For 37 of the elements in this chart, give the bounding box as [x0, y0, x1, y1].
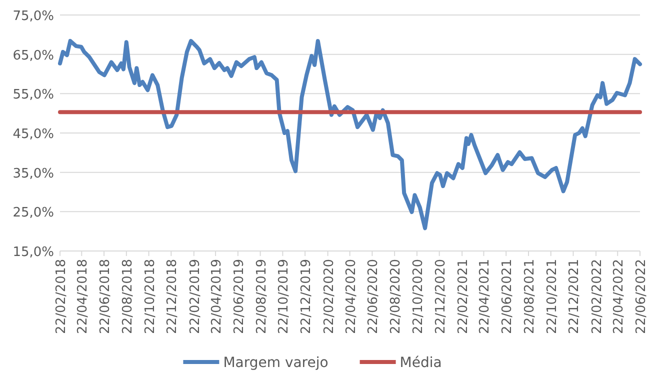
x-tick-label: 22/04/2020 — [344, 259, 359, 334]
y-tick-label: 55,0% — [12, 88, 54, 103]
x-tick-label: 22/02/2019 — [188, 259, 203, 334]
x-tick-label: 22/06/2022 — [634, 259, 649, 334]
y-tick-label: 45,0% — [12, 127, 54, 142]
y-tick-label: 35,0% — [12, 166, 54, 182]
x-tick-label: 22/12/2020 — [433, 259, 448, 334]
x-tick-label: 22/02/2018 — [54, 259, 69, 334]
x-tick-label: 22/04/2018 — [76, 259, 91, 334]
x-tick-label: 22/12/2019 — [299, 259, 314, 334]
x-tick-label: 22/02/2021 — [456, 259, 472, 334]
x-tick-label: 22/04/2022 — [612, 259, 627, 334]
y-tick-label: 65,0% — [12, 48, 54, 64]
x-tick-label: 22/10/2018 — [142, 259, 158, 334]
x-tick-label: 22/10/2020 — [410, 259, 426, 334]
x-tick-label: 22/04/2019 — [210, 259, 225, 334]
x-tick-label: 22/06/2019 — [232, 259, 247, 334]
x-tick-label: 22/06/2021 — [500, 259, 516, 334]
x-tick-label: 22/06/2018 — [98, 259, 114, 334]
x-tick-label: 22/04/2021 — [478, 259, 493, 334]
y-tick-label: 75,0% — [12, 9, 54, 24]
y-tick-label: 15,0% — [12, 245, 54, 260]
x-tick-label: 22/10/2021 — [544, 259, 560, 334]
y-tick-label: 25,0% — [12, 206, 54, 221]
x-tick-label: 22/08/2020 — [388, 259, 404, 334]
line-series — [58, 38, 642, 230]
x-tick-label: 22/02/2022 — [590, 259, 605, 334]
legend-label: Margem varejo — [223, 355, 328, 371]
legend-label: Média — [400, 355, 442, 371]
x-tick-label: 22/08/2021 — [522, 259, 538, 334]
x-tick-label: 22/02/2020 — [322, 259, 337, 334]
x-tick-label: 22/12/2021 — [567, 259, 582, 334]
x-tick-label: 22/08/2018 — [120, 259, 136, 334]
x-tick-label: 22/10/2019 — [276, 259, 292, 334]
x-tick-label: 22/12/2018 — [165, 259, 180, 334]
x-tick-label: 22/08/2019 — [254, 259, 270, 334]
x-tick-label: 22/06/2020 — [366, 259, 382, 334]
